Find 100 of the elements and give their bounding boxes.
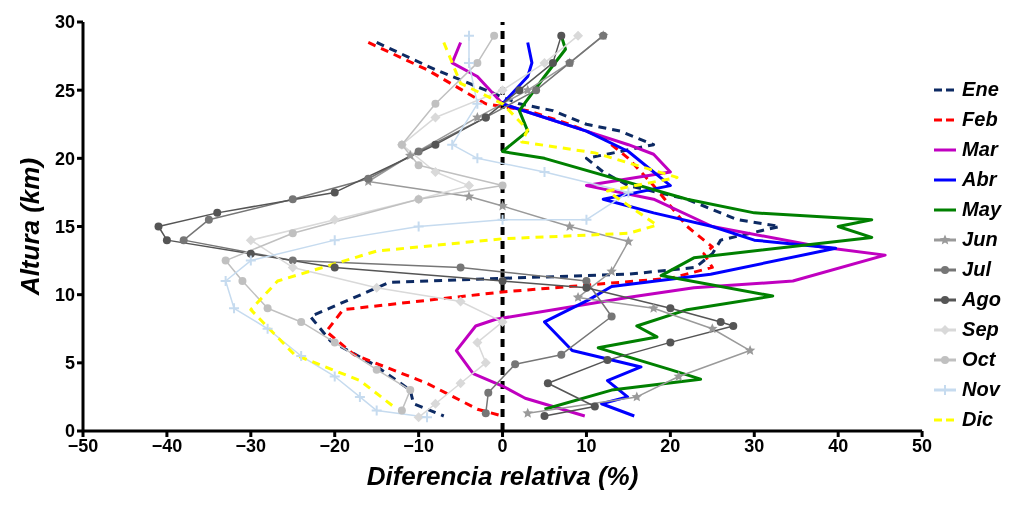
point bbox=[221, 256, 230, 265]
point bbox=[397, 406, 406, 415]
point bbox=[564, 221, 575, 231]
point bbox=[179, 236, 188, 245]
line-series bbox=[249, 40, 679, 408]
point bbox=[414, 147, 423, 156]
point bbox=[330, 188, 339, 197]
point bbox=[511, 360, 520, 369]
point bbox=[622, 186, 635, 199]
point bbox=[430, 398, 441, 409]
point bbox=[430, 112, 441, 123]
point bbox=[603, 356, 612, 365]
point bbox=[238, 277, 247, 286]
point bbox=[456, 263, 465, 272]
point bbox=[473, 58, 482, 67]
point bbox=[370, 404, 383, 417]
point bbox=[582, 283, 591, 292]
y-tick-label: 20 bbox=[54, 148, 75, 169]
point bbox=[244, 254, 257, 267]
legend-label: Ago bbox=[962, 288, 1001, 311]
point bbox=[548, 58, 557, 67]
point bbox=[328, 234, 341, 247]
y-tick-label: 0 bbox=[64, 421, 75, 442]
legend-label: Mar bbox=[962, 138, 998, 161]
point bbox=[263, 304, 272, 313]
point bbox=[480, 357, 491, 368]
point bbox=[580, 213, 593, 226]
point bbox=[371, 282, 382, 293]
point bbox=[515, 86, 524, 95]
legend-label: Ene bbox=[962, 78, 999, 101]
y-axis-title: Altura (km) bbox=[15, 157, 46, 297]
point bbox=[330, 338, 339, 347]
point bbox=[455, 296, 466, 307]
point bbox=[573, 30, 584, 41]
legend-label: Dic bbox=[962, 408, 994, 431]
point bbox=[716, 317, 725, 326]
point bbox=[729, 322, 738, 331]
point bbox=[648, 302, 659, 313]
point bbox=[539, 57, 550, 68]
point bbox=[405, 150, 416, 161]
point bbox=[472, 337, 483, 348]
point bbox=[582, 277, 591, 286]
point bbox=[496, 213, 509, 226]
legend-label: Jun bbox=[962, 228, 998, 251]
point bbox=[455, 378, 466, 389]
point bbox=[631, 391, 643, 402]
point bbox=[463, 191, 475, 201]
point bbox=[498, 277, 507, 286]
point bbox=[557, 31, 566, 40]
point bbox=[498, 181, 507, 190]
point bbox=[328, 370, 341, 383]
point bbox=[707, 323, 718, 334]
point bbox=[162, 236, 171, 245]
point bbox=[431, 99, 440, 108]
point bbox=[288, 229, 297, 238]
point bbox=[522, 407, 533, 418]
point bbox=[288, 195, 297, 204]
point bbox=[540, 412, 549, 420]
point bbox=[606, 265, 617, 276]
point bbox=[666, 338, 675, 347]
point bbox=[497, 85, 508, 96]
x-tick-label: −30 bbox=[235, 435, 267, 456]
point bbox=[673, 370, 684, 381]
point bbox=[497, 200, 508, 211]
x-tick-label: 50 bbox=[912, 435, 933, 456]
point bbox=[590, 402, 599, 411]
point bbox=[463, 180, 474, 191]
point bbox=[481, 409, 490, 418]
legend-label: Oct bbox=[962, 348, 996, 371]
point bbox=[329, 214, 340, 225]
point bbox=[471, 97, 484, 110]
point bbox=[484, 388, 493, 397]
x-tick-label: −40 bbox=[151, 435, 183, 456]
point bbox=[623, 236, 634, 246]
point bbox=[330, 263, 339, 272]
point bbox=[414, 161, 423, 170]
point bbox=[490, 31, 499, 40]
point bbox=[154, 222, 163, 231]
point bbox=[471, 152, 484, 165]
point bbox=[204, 215, 213, 224]
x-tick-label: 10 bbox=[576, 435, 597, 456]
point bbox=[543, 379, 552, 388]
x-tick-label: 20 bbox=[660, 435, 681, 456]
point bbox=[372, 365, 381, 374]
point bbox=[406, 386, 415, 395]
legend-label: Jul bbox=[962, 258, 991, 281]
legend-label: Abr bbox=[962, 168, 997, 191]
point bbox=[532, 86, 541, 95]
point bbox=[261, 322, 274, 335]
line-series bbox=[324, 40, 714, 418]
point bbox=[572, 291, 584, 302]
point bbox=[744, 345, 756, 356]
point bbox=[412, 220, 425, 233]
y-tick-label: 10 bbox=[54, 285, 75, 306]
legend-label: Sep bbox=[962, 318, 999, 341]
legend-label: Nov bbox=[962, 378, 1000, 401]
point bbox=[287, 262, 298, 273]
y-tick-label: 15 bbox=[54, 216, 75, 237]
y-tick-label: 30 bbox=[54, 12, 75, 33]
point bbox=[413, 412, 424, 423]
